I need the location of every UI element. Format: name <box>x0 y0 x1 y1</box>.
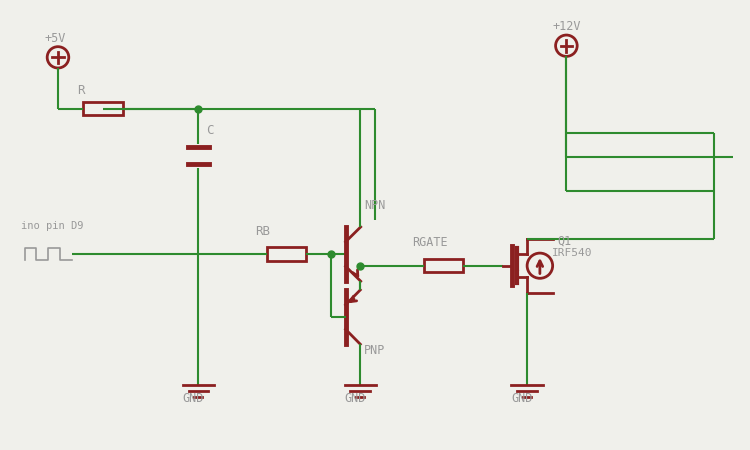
Text: RB: RB <box>255 225 270 238</box>
Text: PNP: PNP <box>364 344 386 357</box>
Text: GND: GND <box>512 392 532 405</box>
Text: +12V: +12V <box>553 20 581 33</box>
Text: C: C <box>206 124 214 137</box>
Bar <box>83 102 123 116</box>
Text: GND: GND <box>183 392 204 405</box>
Text: R: R <box>77 84 85 97</box>
Text: +5V: +5V <box>44 32 65 45</box>
Text: NPN: NPN <box>364 199 386 212</box>
Text: GND: GND <box>344 392 366 405</box>
Bar <box>424 259 464 273</box>
Bar <box>267 248 306 261</box>
Text: IRF540: IRF540 <box>552 248 592 258</box>
Text: ino pin D9: ino pin D9 <box>21 221 83 231</box>
Text: RGATE: RGATE <box>413 236 448 249</box>
Text: Q1: Q1 <box>557 234 572 248</box>
